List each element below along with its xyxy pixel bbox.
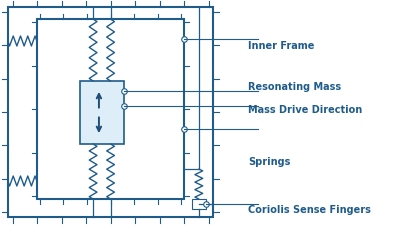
Text: Springs: Springs (248, 156, 290, 166)
Polygon shape (79, 82, 124, 144)
Text: Resonating Mass: Resonating Mass (248, 82, 342, 92)
Text: Mass Drive Direction: Mass Drive Direction (248, 105, 363, 115)
Text: Coriolis Sense Fingers: Coriolis Sense Fingers (248, 204, 371, 214)
Text: Inner Frame: Inner Frame (248, 41, 315, 51)
